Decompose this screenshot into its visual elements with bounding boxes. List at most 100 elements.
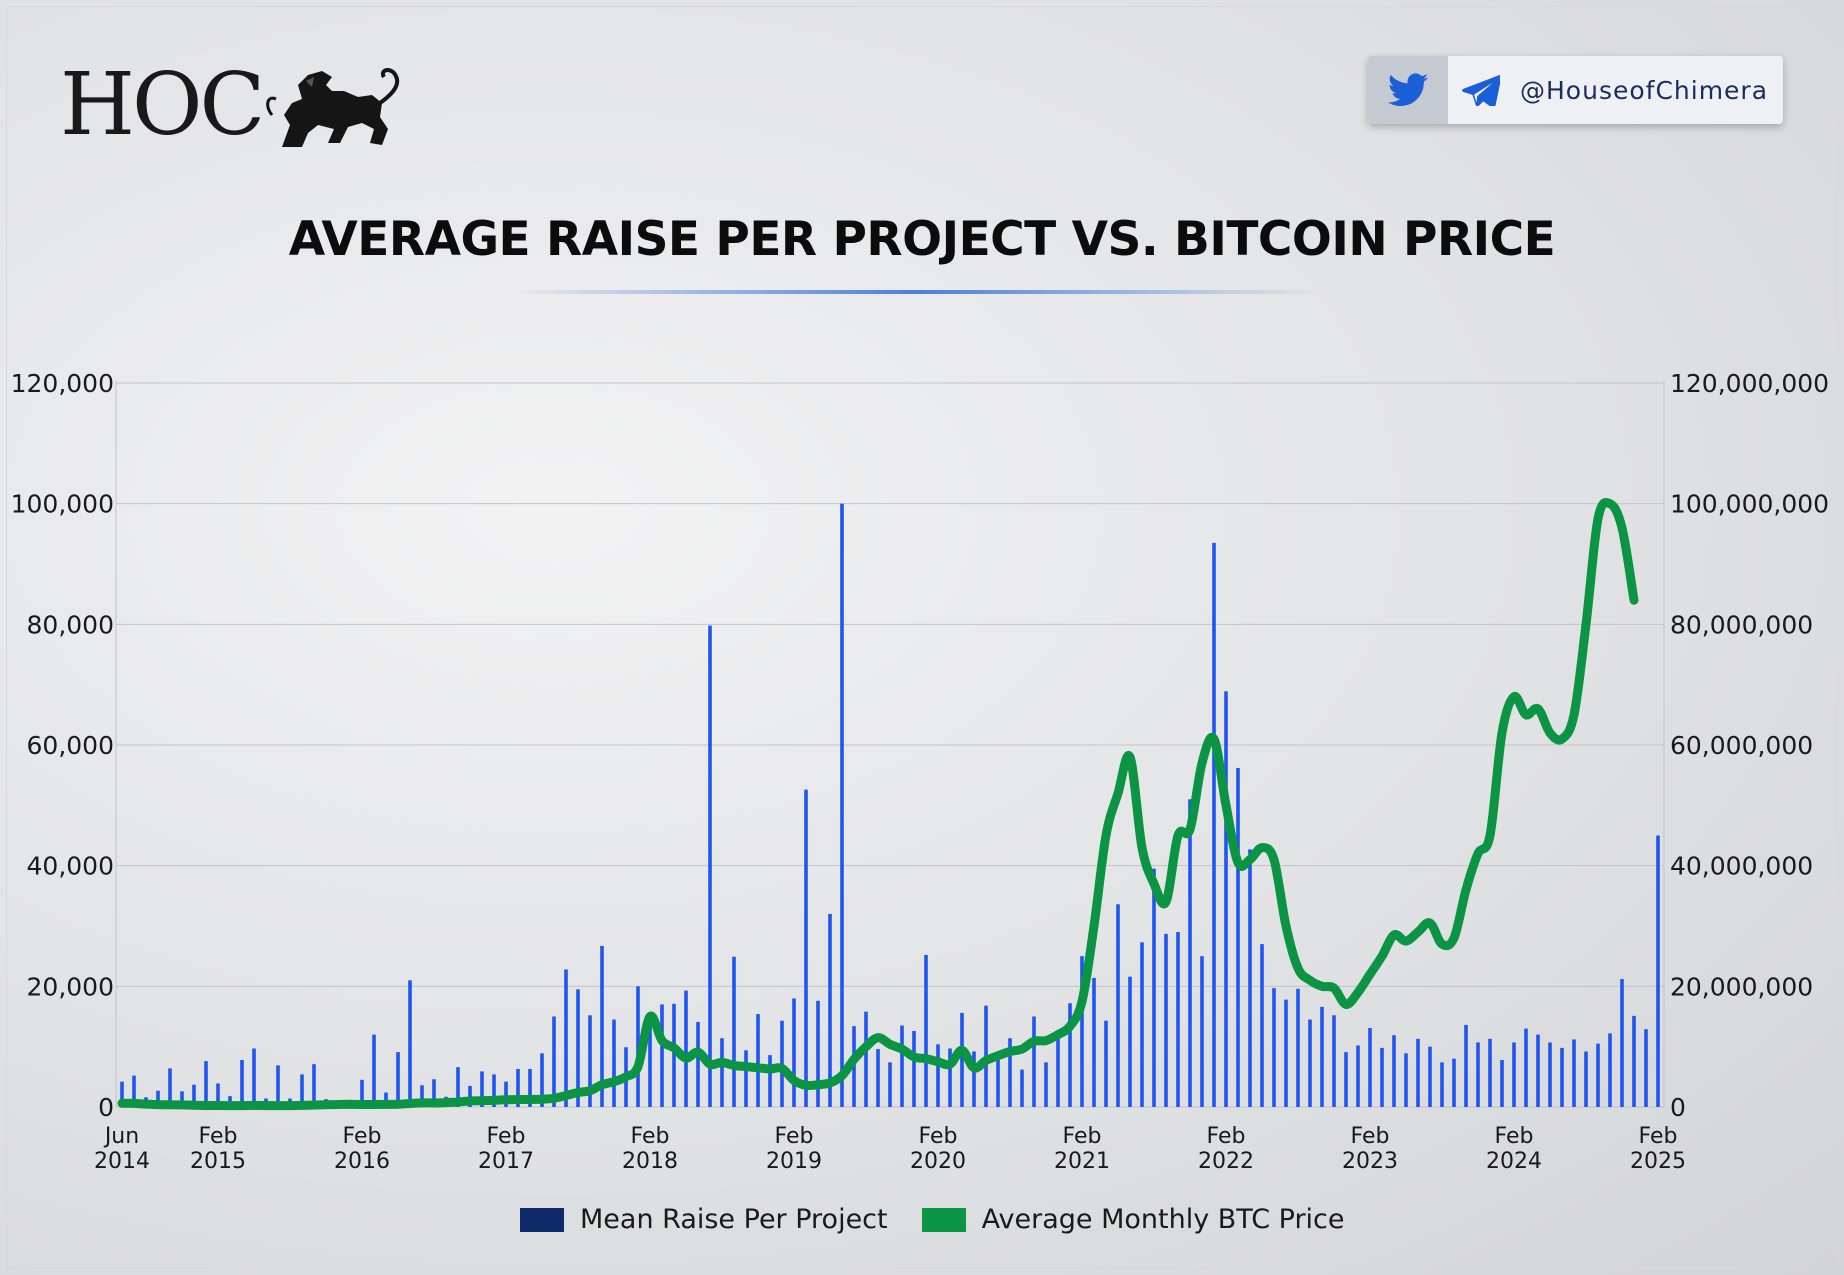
- x-tick-label-year: 2024: [1486, 1149, 1542, 1174]
- x-tick-label-year: 2025: [1630, 1149, 1686, 1174]
- bar: [1620, 979, 1624, 1107]
- x-tick-label-month: Feb: [343, 1124, 382, 1149]
- bar: [792, 998, 796, 1107]
- legend-label-raise: Mean Raise Per Project: [580, 1204, 888, 1235]
- left-tick-label: 100,000: [11, 490, 114, 519]
- bar: [480, 1071, 484, 1107]
- x-tick-label-month: Feb: [1351, 1124, 1390, 1149]
- legend-item-btc: Average Monthly BTC Price: [921, 1204, 1345, 1235]
- telegram-icon[interactable]: [1448, 56, 1514, 124]
- bar: [384, 1092, 388, 1107]
- bar: [1164, 933, 1168, 1107]
- bar: [1296, 988, 1300, 1107]
- bar: [132, 1075, 136, 1107]
- x-tick-label-month: Feb: [775, 1124, 814, 1149]
- bar: [1416, 1038, 1420, 1107]
- twitter-icon[interactable]: [1368, 56, 1448, 124]
- bar: [1380, 1047, 1384, 1107]
- x-tick-label-year: 2022: [1198, 1149, 1254, 1174]
- line-series: [117, 498, 1639, 1111]
- bar: [252, 1048, 256, 1107]
- x-tick-label-month: Feb: [199, 1124, 238, 1149]
- right-tick-label: 100,000,000: [1670, 490, 1829, 519]
- bar: [1032, 1016, 1036, 1107]
- right-tick-label: 20,000,000: [1670, 972, 1813, 1001]
- left-tick-label: 40,000: [27, 852, 114, 881]
- x-tick-label-month: Feb: [919, 1124, 958, 1149]
- bar: [1188, 799, 1192, 1107]
- bar: [912, 1030, 916, 1107]
- left-tick-label: 20,000: [27, 972, 114, 1001]
- bar: [1284, 999, 1288, 1107]
- bar: [1092, 977, 1096, 1107]
- chart-frame: [6, 6, 1838, 1269]
- left-axis-ticks: 0 20,000 40,000 60,000 80,000 100,000 120,000: [11, 369, 114, 1122]
- right-tick-label: 80,000,000: [1670, 610, 1813, 639]
- bar: [840, 503, 844, 1108]
- bar: [1548, 1042, 1552, 1107]
- bar: [1020, 1069, 1024, 1107]
- left-tick-label: 80,000: [27, 610, 114, 639]
- right-axis-ticks: 0 20,000,000 40,000,000 60,000,000 80,000,00…: [1670, 369, 1829, 1122]
- bar: [372, 1034, 376, 1107]
- bar: [168, 1068, 172, 1107]
- bar: [420, 1085, 424, 1107]
- social-handle[interactable]: @HouseofChimera: [1520, 75, 1769, 105]
- bar: [1536, 1034, 1540, 1107]
- bar: [312, 1064, 316, 1107]
- x-tick-label-month: Feb: [487, 1124, 526, 1149]
- social-badge[interactable]: @HouseofChimera: [1368, 56, 1783, 124]
- chart-title: AVERAGE RAISE PER PROJECT VS. BITCOIN PR…: [288, 212, 1556, 267]
- bar: [1068, 1003, 1072, 1107]
- bar: [1608, 1033, 1612, 1107]
- legend-swatch-btc: [921, 1207, 966, 1232]
- bar: [876, 1049, 880, 1107]
- bar: [396, 1052, 400, 1107]
- bar: [1104, 1020, 1108, 1107]
- bar: [1332, 1015, 1336, 1107]
- bar: [432, 1079, 436, 1107]
- bar: [1572, 1039, 1576, 1107]
- bar: [768, 1055, 772, 1107]
- bar: [1140, 942, 1144, 1107]
- bar: [240, 1059, 244, 1107]
- bar: [360, 1079, 364, 1107]
- bar: [504, 1081, 508, 1107]
- x-axis-ticks: Jun2014Feb2015Feb2016Feb2017Feb2018Feb20…: [94, 1124, 1686, 1174]
- x-tick-label-year: 2015: [190, 1149, 246, 1174]
- x-tick-label-year: 2017: [478, 1149, 534, 1174]
- bar: [1128, 976, 1132, 1107]
- bar: [552, 1016, 556, 1107]
- bar: [456, 1067, 460, 1107]
- legend-item-raise: Mean Raise Per Project: [520, 1204, 888, 1235]
- bar: [1248, 849, 1252, 1107]
- bar: [600, 945, 604, 1107]
- bar: [708, 625, 712, 1107]
- bar: [1452, 1058, 1456, 1107]
- bar: [1656, 835, 1660, 1107]
- grid-lines: [115, 381, 1665, 1108]
- x-tick-label-month: Feb: [1639, 1124, 1678, 1149]
- bar: [1308, 1019, 1312, 1107]
- bar: [1476, 1042, 1480, 1107]
- lion-emblem-icon: [266, 68, 400, 147]
- bar: [756, 1014, 760, 1107]
- x-tick-label-year: 2016: [334, 1149, 390, 1174]
- bar: [468, 1085, 472, 1107]
- legend-swatch-raise: [520, 1207, 564, 1232]
- bar: [1200, 956, 1204, 1107]
- right-tick-label: 0: [1670, 1093, 1686, 1122]
- bar: [1260, 944, 1264, 1107]
- bar: [744, 1050, 748, 1107]
- bar: [1488, 1038, 1492, 1107]
- bar: [1464, 1024, 1468, 1107]
- bar: [1560, 1047, 1564, 1107]
- bar: [720, 1038, 724, 1107]
- bar: [1080, 956, 1084, 1107]
- bar: [564, 969, 568, 1107]
- bar: [936, 1044, 940, 1107]
- bar: [696, 1021, 700, 1107]
- bar: [1500, 1059, 1504, 1107]
- bar: [948, 1048, 952, 1107]
